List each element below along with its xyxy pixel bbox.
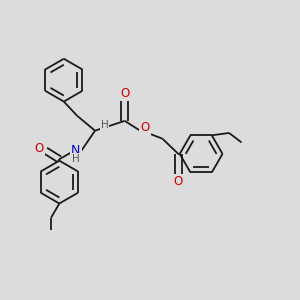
Text: O: O	[34, 142, 44, 155]
Text: O: O	[120, 87, 129, 100]
Text: O: O	[140, 121, 150, 134]
Text: H: H	[72, 154, 80, 164]
Text: O: O	[174, 175, 183, 188]
Text: H: H	[100, 120, 108, 130]
Text: N: N	[71, 144, 80, 157]
